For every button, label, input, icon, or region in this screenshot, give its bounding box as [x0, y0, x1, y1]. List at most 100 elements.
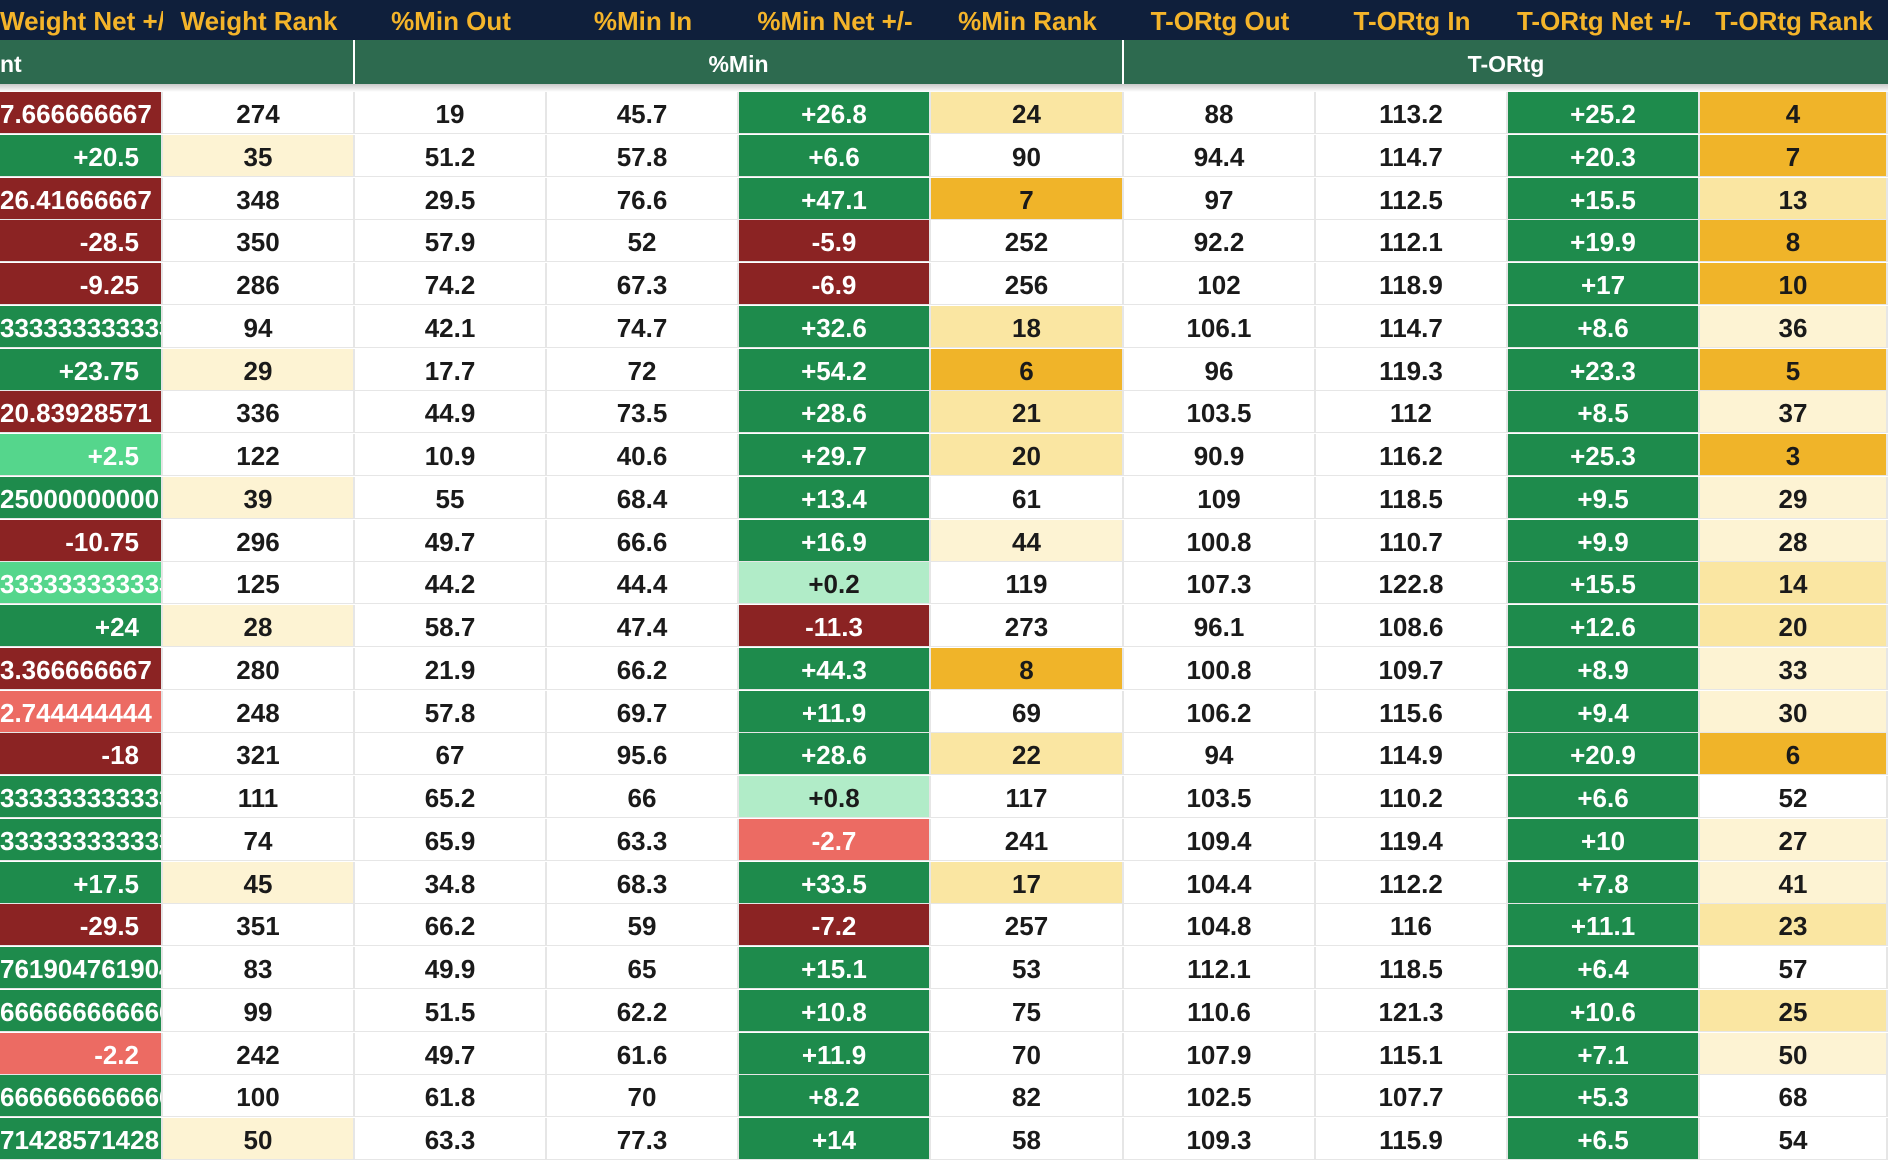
cell-min-rank[interactable]: 18	[931, 305, 1124, 348]
cell-min-out[interactable]: 55	[355, 476, 547, 519]
cell-min-net[interactable]: +14	[739, 1118, 931, 1160]
cell-tortg-in[interactable]: 118.5	[1316, 476, 1508, 519]
cell-min-rank[interactable]: 117	[931, 776, 1124, 818]
cell-min-in[interactable]: 45.7	[547, 92, 739, 134]
cell-weight-rank[interactable]: 29	[163, 348, 355, 391]
cell-min-in[interactable]: 76.6	[547, 177, 739, 220]
cell-weight-net[interactable]: -2.2	[0, 1032, 163, 1075]
cell-weight-rank[interactable]: 242	[163, 1032, 355, 1075]
cell-min-in[interactable]: 73.5	[547, 391, 739, 434]
cell-min-in[interactable]: 66.6	[547, 519, 739, 562]
cell-min-rank[interactable]: 90	[931, 134, 1124, 177]
cell-tortg-rank[interactable]: 3	[1700, 434, 1888, 476]
cell-min-rank[interactable]: 70	[931, 1032, 1124, 1075]
cell-tortg-out[interactable]: 112.1	[1124, 947, 1316, 989]
cell-min-in[interactable]: 61.6	[547, 1032, 739, 1075]
cell-tortg-net[interactable]: +8.9	[1508, 647, 1700, 690]
cell-tortg-in[interactable]: 118.9	[1316, 263, 1508, 305]
cell-tortg-rank[interactable]: 52	[1700, 776, 1888, 818]
cell-min-net[interactable]: +6.6	[739, 134, 931, 177]
col-header-tortg-out[interactable]: T-ORtg Out	[1150, 6, 1290, 36]
cell-tortg-out[interactable]: 102	[1124, 263, 1316, 305]
cell-tortg-rank[interactable]: 20	[1700, 605, 1888, 647]
cell-min-rank[interactable]: 119	[931, 562, 1124, 605]
cell-tortg-in[interactable]: 109.7	[1316, 647, 1508, 690]
cell-tortg-net[interactable]: +6.4	[1508, 947, 1700, 989]
cell-tortg-in[interactable]: 122.8	[1316, 562, 1508, 605]
cell-tortg-in[interactable]: 114.9	[1316, 733, 1508, 776]
cell-tortg-out[interactable]: 96	[1124, 348, 1316, 391]
cell-tortg-net[interactable]: +25.3	[1508, 434, 1700, 476]
cell-min-out[interactable]: 49.7	[355, 1032, 547, 1075]
cell-tortg-rank[interactable]: 23	[1700, 904, 1888, 947]
cell-tortg-in[interactable]: 115.1	[1316, 1032, 1508, 1075]
cell-tortg-in[interactable]: 113.2	[1316, 92, 1508, 134]
cell-weight-rank[interactable]: 336	[163, 391, 355, 434]
cell-tortg-in[interactable]: 112.1	[1316, 220, 1508, 263]
col-header-tortg-in[interactable]: T-ORtg In	[1353, 6, 1471, 36]
col-header-min-net[interactable]: %Min Net +/-	[757, 6, 913, 36]
cell-min-rank[interactable]: 69	[931, 690, 1124, 733]
cell-tortg-in[interactable]: 118.5	[1316, 947, 1508, 989]
cell-weight-net[interactable]: 6666666666666	[0, 1075, 163, 1118]
cell-weight-net[interactable]: 2.744444444	[0, 690, 163, 733]
cell-weight-rank[interactable]: 83	[163, 947, 355, 989]
col-header-min-rank[interactable]: %Min Rank	[958, 6, 1097, 36]
col-header-tortg-net[interactable]: T-ORtg Net +/-	[1516, 6, 1692, 36]
cell-min-in[interactable]: 65	[547, 947, 739, 989]
cell-tortg-net[interactable]: +9.9	[1508, 519, 1700, 562]
cell-tortg-out[interactable]: 100.8	[1124, 519, 1316, 562]
cell-weight-rank[interactable]: 94	[163, 305, 355, 348]
cell-tortg-in[interactable]: 108.6	[1316, 605, 1508, 647]
cell-min-in[interactable]: 57.8	[547, 134, 739, 177]
cell-min-in[interactable]: 72	[547, 348, 739, 391]
cell-weight-net[interactable]: 3333333333333	[0, 562, 163, 605]
cell-tortg-rank[interactable]: 8	[1700, 220, 1888, 263]
cell-min-rank[interactable]: 22	[931, 733, 1124, 776]
cell-weight-rank[interactable]: 100	[163, 1075, 355, 1118]
cell-min-out[interactable]: 42.1	[355, 305, 547, 348]
cell-tortg-rank[interactable]: 29	[1700, 476, 1888, 519]
cell-min-in[interactable]: 44.4	[547, 562, 739, 605]
cell-min-net[interactable]: +10.8	[739, 989, 931, 1032]
cell-tortg-net[interactable]: +11.1	[1508, 904, 1700, 947]
cell-tortg-out[interactable]: 104.4	[1124, 861, 1316, 904]
cell-tortg-in[interactable]: 119.4	[1316, 818, 1508, 861]
cell-tortg-in[interactable]: 112	[1316, 391, 1508, 434]
cell-min-net[interactable]: +0.2	[739, 562, 931, 605]
cell-weight-rank[interactable]: 125	[163, 562, 355, 605]
cell-tortg-net[interactable]: +10	[1508, 818, 1700, 861]
cell-min-out[interactable]: 19	[355, 92, 547, 134]
cell-tortg-net[interactable]: +25.2	[1508, 92, 1700, 134]
cell-min-net[interactable]: -7.2	[739, 904, 931, 947]
cell-tortg-rank[interactable]: 41	[1700, 861, 1888, 904]
cell-min-net[interactable]: +33.5	[739, 861, 931, 904]
cell-min-out[interactable]: 58.7	[355, 605, 547, 647]
cell-tortg-out[interactable]: 109.4	[1124, 818, 1316, 861]
cell-weight-net[interactable]: -28.5	[0, 220, 163, 263]
cell-weight-rank[interactable]: 296	[163, 519, 355, 562]
cell-min-out[interactable]: 65.9	[355, 818, 547, 861]
cell-tortg-net[interactable]: +17	[1508, 263, 1700, 305]
cell-min-out[interactable]: 34.8	[355, 861, 547, 904]
cell-weight-net[interactable]: +23.75	[0, 348, 163, 391]
cell-min-in[interactable]: 68.4	[547, 476, 739, 519]
cell-tortg-out[interactable]: 107.9	[1124, 1032, 1316, 1075]
cell-min-rank[interactable]: 75	[931, 989, 1124, 1032]
cell-min-net[interactable]: +28.6	[739, 733, 931, 776]
cell-min-in[interactable]: 69.7	[547, 690, 739, 733]
cell-tortg-out[interactable]: 106.1	[1124, 305, 1316, 348]
cell-tortg-out[interactable]: 88	[1124, 92, 1316, 134]
cell-weight-rank[interactable]: 74	[163, 818, 355, 861]
cell-tortg-out[interactable]: 94	[1124, 733, 1316, 776]
cell-tortg-in[interactable]: 114.7	[1316, 305, 1508, 348]
cell-min-in[interactable]: 66	[547, 776, 739, 818]
cell-weight-rank[interactable]: 111	[163, 776, 355, 818]
cell-tortg-rank[interactable]: 54	[1700, 1118, 1888, 1160]
cell-tortg-net[interactable]: +6.5	[1508, 1118, 1700, 1160]
cell-tortg-net[interactable]: +9.4	[1508, 690, 1700, 733]
cell-tortg-out[interactable]: 104.8	[1124, 904, 1316, 947]
cell-tortg-out[interactable]: 94.4	[1124, 134, 1316, 177]
cell-weight-rank[interactable]: 280	[163, 647, 355, 690]
cell-weight-net[interactable]: 26.41666667	[0, 177, 163, 220]
